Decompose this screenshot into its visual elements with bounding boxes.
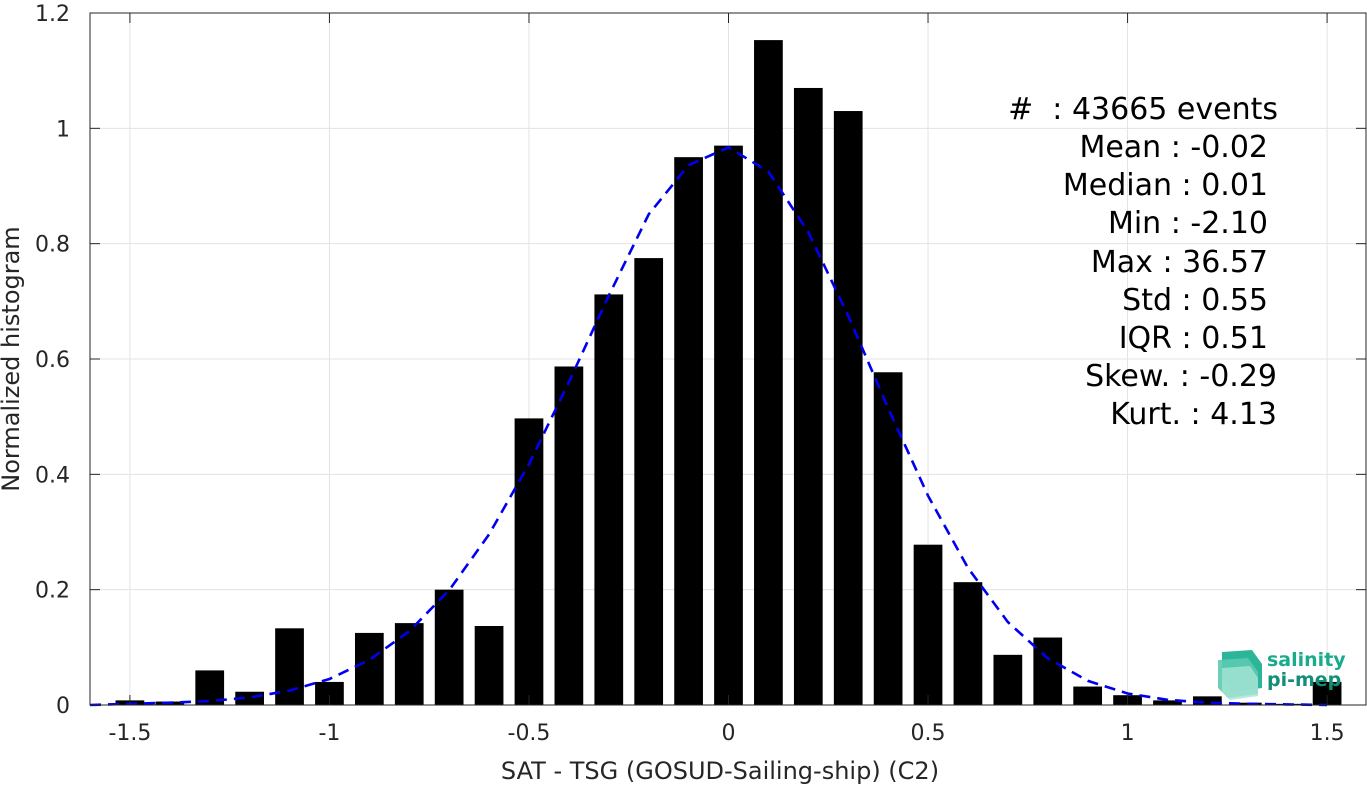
histogram-bar <box>1153 700 1182 705</box>
histogram-bar <box>394 623 424 705</box>
stats-line-iqr: IQR : 0.51 <box>1119 321 1268 356</box>
histogram-bar <box>754 40 783 705</box>
y-tick-label: 0.2 <box>35 579 70 604</box>
x-tick-label: -1.5 <box>108 721 151 746</box>
histogram-bar <box>1073 686 1103 705</box>
histogram-bar <box>793 87 823 705</box>
histogram-bar <box>913 544 943 705</box>
y-tick-label: 0 <box>56 694 70 719</box>
x-tick-label: -1 <box>318 721 340 746</box>
tick-labels: -1.5 -1 -0.5 0 0.5 1 1.5 0 0.2 0.4 0.6 0.8 1 1.2 <box>35 2 1345 746</box>
histogram-bar <box>833 111 863 706</box>
stats-line-kurt: Kurt. : 4.13 <box>1110 397 1277 432</box>
y-axis-title: Normalized histogram <box>0 226 25 491</box>
histogram-bar <box>873 372 903 705</box>
histogram-bar <box>1193 696 1222 705</box>
gaussian-fit-line <box>89 145 1328 707</box>
stats-line-median: Median : 0.01 <box>1063 168 1268 203</box>
histogram-bar <box>1312 681 1342 705</box>
y-tick-label: 1.2 <box>35 2 70 27</box>
histogram-bar <box>714 145 743 706</box>
stats-line-count: # : 43665 events <box>1008 92 1278 127</box>
y-tick-label: 0.4 <box>35 463 70 488</box>
stats-line-std: Std : 0.55 <box>1122 283 1268 318</box>
x-tick-label: 0 <box>722 721 736 746</box>
y-tick-label: 0.8 <box>35 233 70 258</box>
logo-text-salinity: salinity <box>1267 649 1346 671</box>
statistics-annotation: # : 43665 events Mean : -0.02 Median : 0… <box>1008 92 1278 432</box>
histogram-bar <box>1033 637 1063 705</box>
histogram-bar <box>554 366 584 705</box>
x-tick-label: -0.5 <box>508 721 551 746</box>
y-tick-label: 0.6 <box>35 348 70 373</box>
stats-line-max: Max : 36.57 <box>1091 245 1268 280</box>
logo-text-pimep: pi-mep <box>1267 669 1341 691</box>
salinity-pimep-logo: salinity pi-mep <box>1218 649 1346 700</box>
histogram-bar <box>993 654 1023 705</box>
y-tick-label: 1 <box>56 117 70 142</box>
histogram-bars <box>115 40 1342 706</box>
stats-line-mean: Mean : -0.02 <box>1079 130 1268 165</box>
gaussian-fit-layer <box>89 145 1328 707</box>
histogram-bar <box>315 681 344 705</box>
x-tick-label: 0.5 <box>911 721 946 746</box>
histogram-bar <box>674 157 703 705</box>
stats-line-skew: Skew. : -0.29 <box>1085 359 1277 394</box>
axes-box <box>89 12 1367 706</box>
histogram-bar <box>953 582 983 705</box>
x-axis-title: SAT - TSG (GOSUD-Sailing-ship) (C2) <box>501 757 939 785</box>
histogram-bar <box>474 625 504 705</box>
x-tick-label: 1.5 <box>1310 721 1345 746</box>
histogram-bar <box>434 589 464 705</box>
stats-line-min: Min : -2.10 <box>1108 206 1268 241</box>
logo-wave-icon <box>1218 650 1262 700</box>
histogram-bar <box>354 632 384 705</box>
histogram-bar <box>594 294 624 705</box>
histogram-bar <box>634 258 664 705</box>
x-tick-label: 1 <box>1121 721 1135 746</box>
